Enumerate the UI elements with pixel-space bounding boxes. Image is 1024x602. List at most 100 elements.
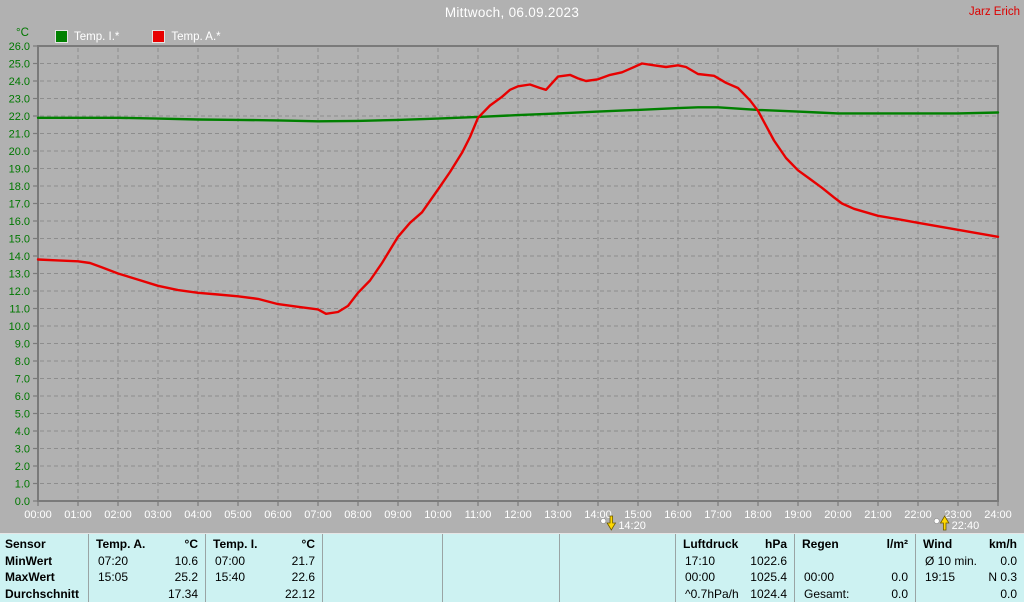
cell-value xyxy=(668,586,675,602)
cell-value xyxy=(552,586,559,602)
svg-text:18:00: 18:00 xyxy=(744,509,772,521)
table-row xyxy=(323,553,442,570)
table-row: 15:05 25.2 xyxy=(89,569,205,586)
svg-text:25.0: 25.0 xyxy=(9,59,30,71)
svg-text:07:00: 07:00 xyxy=(304,509,332,521)
svg-text:2.0: 2.0 xyxy=(15,461,30,473)
cell-time xyxy=(560,569,569,586)
legend-label-temp-a: Temp. A.* xyxy=(171,30,221,43)
cell-time: 00:00 xyxy=(804,570,835,584)
cell-time xyxy=(323,553,332,570)
gridlines xyxy=(40,48,996,499)
cell-time: Ø 10 min. xyxy=(925,553,978,568)
cell-time xyxy=(323,569,332,586)
marker-dot-icon xyxy=(600,518,607,524)
table-column-empty-3 xyxy=(442,534,559,602)
svg-text:19.0: 19.0 xyxy=(9,164,30,176)
svg-text:08:00: 08:00 xyxy=(344,509,372,521)
cell-value xyxy=(552,553,559,570)
cell-value: 0.0 xyxy=(891,570,908,584)
svg-text:3.0: 3.0 xyxy=(15,444,30,456)
svg-text:03:00: 03:00 xyxy=(144,509,172,521)
marker-arrow-up-icon xyxy=(939,515,950,531)
table-row: 17.34 xyxy=(89,586,205,602)
table-row xyxy=(560,553,675,570)
page-title: Mittwoch, 06.09.2023 xyxy=(444,5,580,20)
svg-text:23.0: 23.0 xyxy=(9,94,30,106)
table-row: 22.12 xyxy=(206,586,322,602)
table-row xyxy=(443,569,559,586)
column-unit xyxy=(668,536,675,553)
svg-text:10.0: 10.0 xyxy=(9,321,30,333)
svg-text:8.0: 8.0 xyxy=(15,356,30,368)
svg-text:4.0: 4.0 xyxy=(15,426,30,438)
table-header-row xyxy=(443,536,559,553)
cell-time: 19:15 xyxy=(925,570,956,584)
cell-time xyxy=(443,586,452,602)
x-axis-labels: 00:00 01:00 02:00 03:00 04:00 05:00 06:00 07:00… xyxy=(24,509,1012,521)
time-marker: 22:40 xyxy=(933,515,979,532)
cell-value xyxy=(435,553,442,570)
table-header-row: Temp. A. °C xyxy=(89,536,205,553)
column-header xyxy=(323,536,330,553)
chart-legend: Temp. I.* Temp. A.* xyxy=(55,30,221,43)
cell-value: 1025.4 xyxy=(750,570,787,584)
column-header: Temp. A. xyxy=(96,537,146,551)
table-column-temp-a-: Temp. A. °C 07:20 10.6 15:05 25.2 17.34 xyxy=(88,534,205,602)
event-markers: 14:20 22:40 xyxy=(600,515,979,532)
svg-text:02:00: 02:00 xyxy=(104,509,132,521)
column-header: Temp. I. xyxy=(213,537,258,551)
cell-time: 15:05 xyxy=(98,570,129,584)
cell-time xyxy=(443,569,452,586)
cell-value: N 0.3 xyxy=(988,570,1017,584)
svg-text:17.0: 17.0 xyxy=(9,199,30,211)
table-column-regen: Regen l/m² 00:00 0.0 Gesamt: 0.0 xyxy=(794,534,915,602)
svg-text:12.0: 12.0 xyxy=(9,286,30,298)
cell-time xyxy=(795,553,804,570)
column-header: Luftdruck xyxy=(683,537,739,551)
table-column-wind: Wind km/h Ø 10 min. 0.0 19:15 N 0.3 0.0 xyxy=(915,534,1024,602)
cell-value: 0.0 xyxy=(891,586,908,601)
cell-value xyxy=(668,569,675,586)
cell-time xyxy=(443,553,452,570)
svg-text:1.0: 1.0 xyxy=(15,479,30,491)
stats-table: Sensor MinWert MaxWert Durchschnitt Temp. A.… xyxy=(0,533,1024,602)
cell-value: 22.12 xyxy=(284,586,315,601)
table-row-label: Durchschnitt xyxy=(5,586,80,601)
cell-time xyxy=(916,586,925,602)
marker-dot-icon xyxy=(933,518,940,524)
column-header xyxy=(560,536,567,553)
svg-text:17:00: 17:00 xyxy=(704,509,732,521)
cell-value: 25.2 xyxy=(174,570,198,584)
y-axis-labels: 0.0 1.0 2.0 3.0 4.0 5.0 6.0 7.0 8.0 9.0 10.0 11.0 12… xyxy=(9,41,30,508)
table-row: 17:10 1022.6 xyxy=(676,553,794,570)
table-header-row xyxy=(323,536,442,553)
legend-swatch-temp-i-icon xyxy=(55,30,68,43)
column-unit: °C xyxy=(301,537,315,551)
series-temp-a xyxy=(36,62,1000,315)
cell-time: 07:20 xyxy=(98,553,129,568)
table-row-label: Sensor xyxy=(5,537,46,551)
cell-time xyxy=(560,586,569,602)
marker-time-label: 14:20 xyxy=(618,520,646,532)
table-row-label: MinWert xyxy=(5,553,53,568)
svg-text:7.0: 7.0 xyxy=(15,374,30,386)
column-unit: °C xyxy=(184,537,198,551)
svg-text:15:00: 15:00 xyxy=(624,509,652,521)
svg-text:5.0: 5.0 xyxy=(15,409,30,421)
svg-text:14.0: 14.0 xyxy=(9,251,30,263)
svg-text:06:00: 06:00 xyxy=(264,509,292,521)
table-row: Ø 10 min. 0.0 xyxy=(916,553,1024,570)
table-row xyxy=(323,586,442,602)
svg-text:20.0: 20.0 xyxy=(9,146,30,158)
cell-value: 1024.4 xyxy=(750,586,787,601)
svg-text:20:00: 20:00 xyxy=(824,509,852,521)
table-row: 07:00 21.7 xyxy=(206,553,322,570)
table-header-row: Temp. I. °C xyxy=(206,536,322,553)
svg-text:00:00: 00:00 xyxy=(24,509,52,521)
svg-text:11:00: 11:00 xyxy=(465,509,492,521)
cell-time: 17:10 xyxy=(685,553,716,568)
cell-time: 07:00 xyxy=(215,553,246,568)
table-row: ^0.7hPa/h 1024.4 xyxy=(676,586,794,602)
